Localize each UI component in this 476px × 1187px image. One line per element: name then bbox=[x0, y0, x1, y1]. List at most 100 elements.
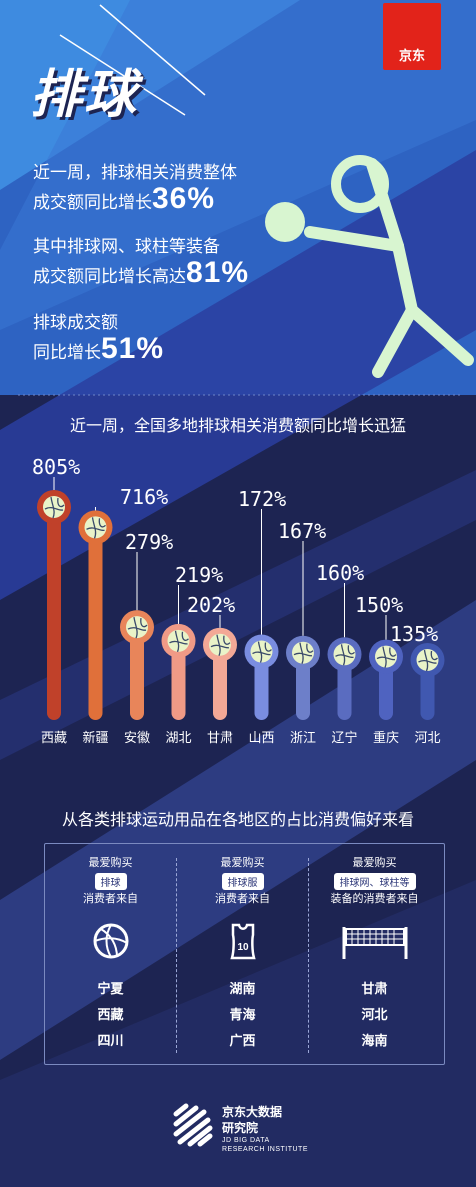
bar bbox=[130, 627, 144, 720]
volleyball-seam bbox=[376, 646, 397, 668]
jd-research-logo-icon bbox=[173, 1103, 213, 1147]
region: 河北 bbox=[361, 1007, 388, 1022]
region: 湖南 bbox=[229, 981, 256, 996]
brand-name: 京东大数据 bbox=[222, 1105, 283, 1119]
stat-volleyball: 排球成交额 同比增长51% bbox=[33, 310, 164, 366]
category-label: 湖北 bbox=[165, 730, 192, 745]
region: 甘肃 bbox=[361, 981, 388, 996]
bar bbox=[213, 644, 227, 720]
product-tag: 排球服 bbox=[221, 873, 264, 890]
stat-line: 成交额同比增长高达 bbox=[33, 267, 186, 286]
preference-title: 从各类排球运动用品在各地区的占比消费偏好来看 bbox=[61, 812, 414, 829]
value-label: 219% bbox=[175, 563, 224, 587]
volleyball-seam bbox=[335, 644, 355, 666]
volleyball-icon bbox=[416, 649, 439, 671]
preference-column-net: 最爱购买 排球网、球柱等 装备的消费者来自 甘肃 河北 海南 bbox=[308, 855, 441, 1054]
volleyball-seam bbox=[210, 634, 231, 656]
volleyball-icon bbox=[93, 923, 128, 959]
brand-english: JD BIG DATA bbox=[222, 1137, 270, 1144]
volleyball-icon bbox=[292, 641, 314, 664]
volleyball-icon bbox=[126, 616, 148, 639]
value-label: 167% bbox=[278, 519, 327, 543]
bar-chart bbox=[37, 477, 445, 720]
category-label: 安徽 bbox=[123, 730, 150, 745]
column-top-text: 最爱购买 bbox=[220, 857, 265, 869]
stat-equipment: 其中排球网、球柱等装备 成交额同比增长高达81% bbox=[33, 234, 249, 290]
value-label: 805% bbox=[32, 455, 81, 479]
volleyball-player-icon bbox=[265, 155, 474, 378]
volleyball-seam bbox=[293, 642, 314, 664]
preference-card bbox=[44, 843, 445, 1065]
bar bbox=[254, 651, 269, 720]
jersey-number: 10 bbox=[237, 942, 249, 953]
volleyball-icon bbox=[375, 645, 397, 668]
stat-line: 排球成交额 bbox=[33, 313, 118, 332]
category-label: 山西 bbox=[248, 730, 275, 745]
volleyball-icon bbox=[84, 516, 107, 539]
brand-name: 研究院 bbox=[222, 1121, 259, 1135]
column-top-text: 最爱购买 bbox=[352, 857, 397, 869]
category-label: 西藏 bbox=[40, 730, 67, 745]
volleyball-icon bbox=[43, 496, 65, 518]
category-label: 重庆 bbox=[372, 730, 399, 745]
value-label: 135% bbox=[390, 622, 439, 646]
footer-brand: 京东大数据 研究院 JD BIG DATA RESEARCH INSTITUTE bbox=[222, 1104, 308, 1154]
bar bbox=[47, 507, 61, 720]
volleyball-icon bbox=[167, 629, 190, 652]
stat-line: 成交额同比增长 bbox=[33, 193, 152, 212]
column-divider bbox=[308, 858, 309, 1053]
value-label: 716% bbox=[120, 485, 169, 509]
stat-value: 51% bbox=[101, 332, 165, 365]
column-divider bbox=[176, 858, 177, 1053]
logo-text: 京东 bbox=[398, 48, 425, 63]
volleyball-icon bbox=[250, 640, 273, 663]
value-label: 160% bbox=[316, 561, 365, 585]
volleyball-seam bbox=[418, 649, 438, 672]
product-tag: 排球 bbox=[94, 873, 127, 890]
volleyball-icon bbox=[333, 643, 356, 666]
bar bbox=[88, 527, 103, 720]
stat-line: 其中排球网、球柱等装备 bbox=[33, 237, 220, 256]
category-label: 甘肃 bbox=[206, 730, 233, 745]
volleyball-seam bbox=[169, 630, 189, 653]
stat-overall: 近一周，排球相关消费整体 成交额同比增长36% bbox=[33, 160, 237, 216]
region: 海南 bbox=[361, 1033, 388, 1048]
column-bottom-text: 消费者来自 bbox=[83, 893, 138, 905]
column-bottom-text: 消费者来自 bbox=[215, 893, 270, 905]
stat-value: 81% bbox=[186, 256, 250, 289]
page-title: 排球 bbox=[30, 66, 139, 124]
volleyball-seam bbox=[86, 517, 106, 539]
value-label: 279% bbox=[125, 530, 174, 554]
volleyball-seam bbox=[127, 617, 148, 639]
column-top-text: 最爱购买 bbox=[88, 857, 133, 869]
region: 青海 bbox=[229, 1007, 256, 1022]
jersey-icon: 10 bbox=[229, 923, 256, 960]
region: 广西 bbox=[229, 1033, 256, 1048]
jd-logo: 京东 bbox=[383, 3, 441, 70]
product-tag: 排球网、球柱等 bbox=[333, 873, 416, 890]
region: 四川 bbox=[97, 1033, 124, 1048]
brand-english: RESEARCH INSTITUTE bbox=[222, 1146, 309, 1153]
preference-column-jersey: 最爱购买 排球服 消费者来自 10 湖南 青海 广西 bbox=[176, 855, 309, 1054]
volleyball-seam bbox=[252, 641, 272, 663]
bar bbox=[296, 652, 310, 720]
volleyball-icon bbox=[209, 633, 231, 656]
chart-subtitle: 近一周，全国多地排球相关消费额同比增长迅猛 bbox=[69, 418, 406, 435]
region: 西藏 bbox=[97, 1007, 124, 1022]
category-label: 新疆 bbox=[82, 730, 109, 745]
volleyball-seam bbox=[44, 496, 65, 519]
category-label: 辽宁 bbox=[331, 730, 358, 745]
preference-column-volleyball: 最爱购买 排球 消费者来自 宁夏 西藏 四川 bbox=[44, 855, 177, 1054]
category-label: 浙江 bbox=[289, 730, 316, 745]
column-bottom-text: 装备的消费者来自 bbox=[330, 893, 419, 905]
stat-line: 近一周，排球相关消费整体 bbox=[33, 163, 237, 182]
stat-value: 36% bbox=[152, 182, 216, 215]
net-icon bbox=[342, 927, 407, 959]
value-label: 172% bbox=[238, 487, 287, 511]
value-label: 150% bbox=[355, 593, 404, 617]
bar bbox=[171, 640, 186, 720]
value-label: 202% bbox=[187, 593, 236, 617]
stat-line: 同比增长 bbox=[33, 343, 101, 362]
